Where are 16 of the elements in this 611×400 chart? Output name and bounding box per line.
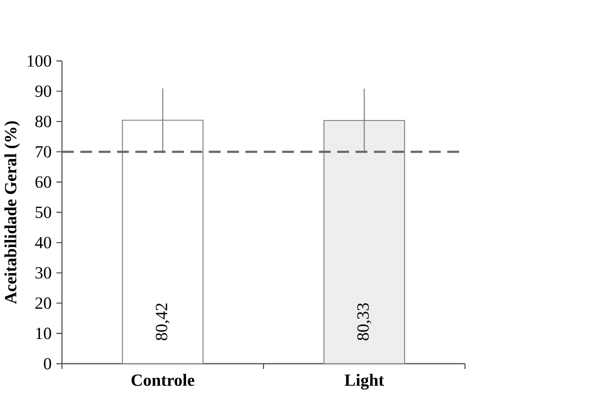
y-tick-label: 100 [28,55,52,67]
y-tick-label: 70 [36,146,52,158]
y-axis-title: Aceitabilidade Geral (%) [4,121,20,304]
y-tick-label: 40 [35,236,52,248]
y-tick-label: 90 [35,85,52,97]
y-tick-label: 80 [35,116,52,128]
y-tick-label: 50 [36,206,52,218]
x-tick-label: Controle [132,374,194,386]
data-label: 80,33 [357,303,372,340]
y-tick-label: 30 [36,267,52,279]
y-tick-label: 60 [35,176,52,188]
y-tick-label: 20 [35,297,52,309]
x-tick-label: Light [344,374,384,390]
y-tick-label: 0 [44,358,52,370]
y-tick-label: 10 [36,328,52,340]
data-label: 80,42 [156,303,170,340]
